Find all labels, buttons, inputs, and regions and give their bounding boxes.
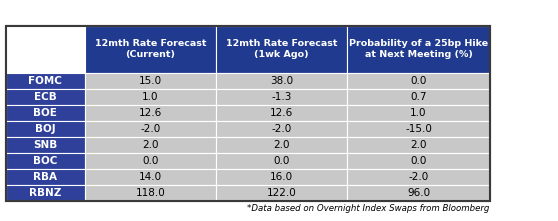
Bar	[6, 26, 489, 202]
Text: RBA: RBA	[33, 172, 57, 182]
Bar	[216, 185, 347, 202]
Bar	[216, 72, 347, 89]
Bar	[6, 169, 85, 185]
Text: -2.0: -2.0	[272, 124, 292, 134]
Bar	[347, 169, 489, 185]
Bar	[6, 121, 85, 137]
Text: -2.0: -2.0	[141, 124, 161, 134]
Text: ECB: ECB	[34, 92, 56, 102]
Bar	[347, 185, 489, 202]
Text: 0.7: 0.7	[410, 92, 427, 102]
Bar	[216, 169, 347, 185]
Bar	[6, 89, 85, 105]
Text: 38.0: 38.0	[270, 76, 294, 86]
Text: 12.6: 12.6	[270, 108, 294, 118]
Text: 0.0: 0.0	[410, 156, 427, 166]
Bar	[216, 105, 347, 121]
Bar	[6, 137, 85, 153]
Text: 122.0: 122.0	[267, 189, 297, 198]
Bar	[85, 26, 216, 72]
Text: FOMC: FOMC	[28, 76, 62, 86]
Bar	[85, 105, 216, 121]
Text: -1.3: -1.3	[272, 92, 292, 102]
Bar	[85, 185, 216, 202]
Text: Probability of a 25bp Hike
at Next Meeting (%): Probability of a 25bp Hike at Next Meeti…	[349, 39, 488, 59]
Bar	[6, 72, 85, 89]
Text: 15.0: 15.0	[139, 76, 162, 86]
Bar	[85, 89, 216, 105]
Bar	[6, 153, 85, 169]
Bar	[216, 153, 347, 169]
Text: 12mth Rate Forecast
(1wk Ago): 12mth Rate Forecast (1wk Ago)	[226, 39, 338, 59]
Bar	[6, 26, 489, 202]
Bar	[347, 105, 489, 121]
Bar	[216, 121, 347, 137]
Text: RBNZ: RBNZ	[29, 189, 61, 198]
Text: 14.0: 14.0	[139, 172, 162, 182]
Bar	[347, 26, 489, 72]
Text: BOJ: BOJ	[35, 124, 56, 134]
Text: 2.0: 2.0	[410, 140, 427, 150]
Text: BOE: BOE	[33, 108, 57, 118]
Bar	[85, 153, 216, 169]
Text: 96.0: 96.0	[407, 189, 430, 198]
Text: 0.0: 0.0	[142, 156, 158, 166]
Bar	[347, 137, 489, 153]
Bar	[85, 169, 216, 185]
Text: SNB: SNB	[33, 140, 57, 150]
Text: 12mth Rate Forecast
(Current): 12mth Rate Forecast (Current)	[95, 39, 206, 59]
Text: 16.0: 16.0	[270, 172, 294, 182]
Bar	[85, 72, 216, 89]
Text: 0.0: 0.0	[273, 156, 290, 166]
Text: BOC: BOC	[33, 156, 57, 166]
Text: 2.0: 2.0	[142, 140, 158, 150]
Bar	[85, 121, 216, 137]
Text: *Data based on Overnight Index Swaps from Bloomberg: *Data based on Overnight Index Swaps fro…	[247, 204, 489, 213]
Bar	[347, 121, 489, 137]
Text: 1.0: 1.0	[142, 92, 158, 102]
Bar	[216, 137, 347, 153]
Bar	[216, 26, 347, 72]
Text: -15.0: -15.0	[405, 124, 432, 134]
Text: -2.0: -2.0	[408, 172, 429, 182]
Bar	[347, 89, 489, 105]
Bar	[216, 89, 347, 105]
Bar	[85, 137, 216, 153]
Bar	[347, 153, 489, 169]
Bar	[6, 105, 85, 121]
Text: 1.0: 1.0	[410, 108, 427, 118]
Text: 12.6: 12.6	[139, 108, 162, 118]
Text: 0.0: 0.0	[410, 76, 427, 86]
Text: 118.0: 118.0	[136, 189, 165, 198]
Bar	[347, 72, 489, 89]
Bar	[6, 26, 85, 72]
Bar	[6, 185, 85, 202]
Text: 2.0: 2.0	[273, 140, 290, 150]
